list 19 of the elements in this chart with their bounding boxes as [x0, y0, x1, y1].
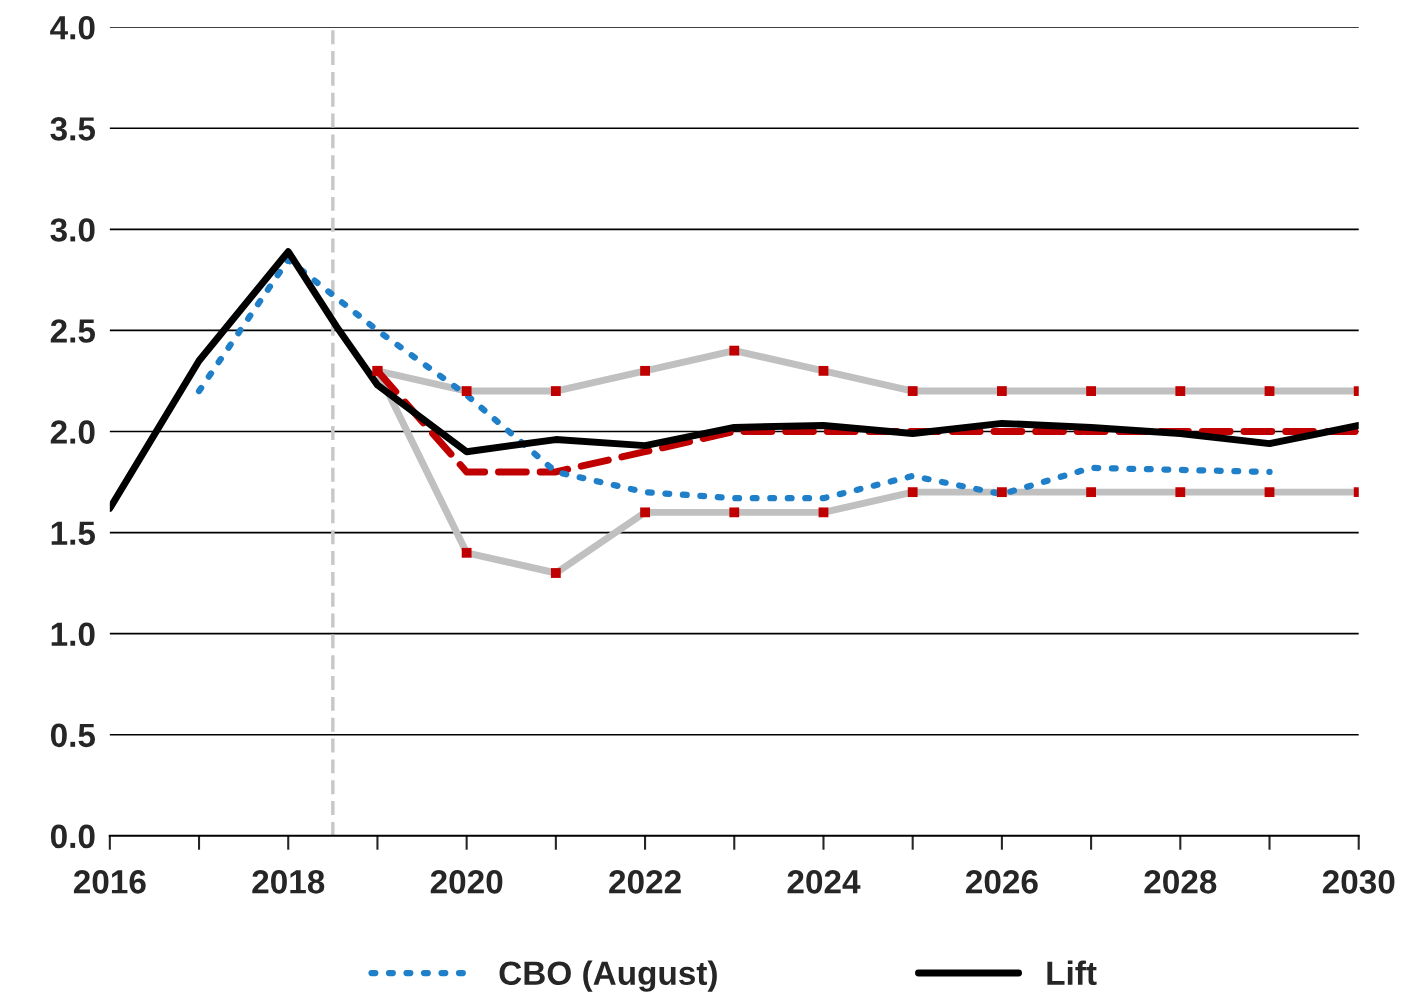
- x-tick-label: 2020: [430, 870, 503, 894]
- y-tick-label: 2.5: [50, 319, 96, 343]
- legend-label: Lift: [1047, 960, 1097, 986]
- y-tick-label: 0.0: [50, 824, 95, 849]
- y-tick-label: 3.5: [50, 117, 96, 141]
- x-tick-label: 2024: [787, 870, 861, 894]
- x-tick-label: 2016: [73, 870, 146, 894]
- y-tick-label: 1.5: [51, 521, 96, 545]
- x-tick-label: 2022: [609, 870, 681, 894]
- y-tick-label: 3.0: [50, 218, 95, 242]
- y-tick-label: 4.0: [50, 15, 95, 40]
- x-tick-label: 2028: [1144, 870, 1217, 894]
- x-tick-label: 2026: [965, 870, 1038, 894]
- legend-label: CBO (August): [499, 960, 717, 992]
- x-tick-label: 2030: [1322, 870, 1395, 894]
- y-tick-label: 0.5: [50, 723, 96, 748]
- y-tick-label: 1.0: [51, 622, 95, 647]
- x-tick-label: 2018: [252, 870, 325, 894]
- y-tick-label: 2.0: [50, 420, 95, 444]
